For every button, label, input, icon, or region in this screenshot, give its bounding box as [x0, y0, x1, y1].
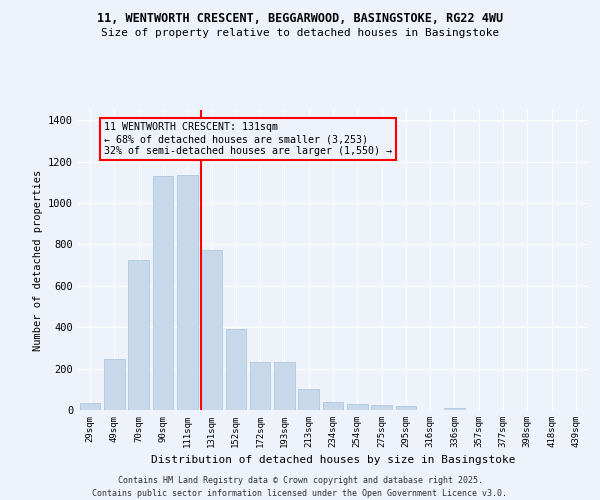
Y-axis label: Number of detached properties: Number of detached properties: [32, 170, 43, 350]
Bar: [298, 390, 319, 410]
Bar: [201, 250, 222, 410]
Text: 11, WENTWORTH CRESCENT, BEGGARWOOD, BASINGSTOKE, RG22 4WU: 11, WENTWORTH CRESCENT, BEGGARWOOD, BASI…: [97, 12, 503, 26]
Bar: [226, 330, 246, 410]
Text: Size of property relative to detached houses in Basingstoke: Size of property relative to detached ho…: [101, 28, 499, 38]
Bar: [104, 360, 125, 410]
Bar: [250, 362, 271, 410]
Bar: [371, 406, 392, 410]
Bar: [274, 362, 295, 410]
Bar: [128, 260, 149, 410]
Bar: [152, 176, 173, 410]
Bar: [395, 406, 416, 410]
Bar: [80, 403, 100, 410]
Bar: [177, 175, 197, 410]
Bar: [323, 402, 343, 410]
X-axis label: Distribution of detached houses by size in Basingstoke: Distribution of detached houses by size …: [151, 456, 515, 466]
Text: 11 WENTWORTH CRESCENT: 131sqm
← 68% of detached houses are smaller (3,253)
32% o: 11 WENTWORTH CRESCENT: 131sqm ← 68% of d…: [104, 122, 392, 156]
Bar: [347, 404, 368, 410]
Text: Contains HM Land Registry data © Crown copyright and database right 2025.
Contai: Contains HM Land Registry data © Crown c…: [92, 476, 508, 498]
Bar: [444, 408, 465, 410]
